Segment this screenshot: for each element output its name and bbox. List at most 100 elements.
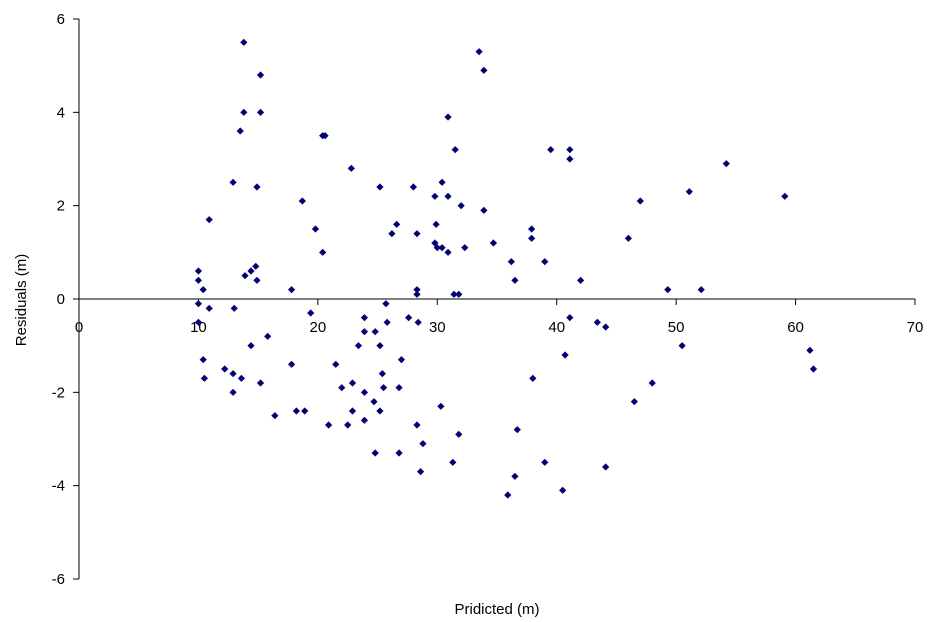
y-tick-label: -6	[52, 571, 65, 588]
x-axis-title: Pridicted (m)	[454, 601, 539, 618]
data-point	[806, 346, 814, 354]
data-point	[256, 108, 265, 116]
data-point	[413, 421, 421, 429]
data-point	[241, 272, 249, 280]
data-point	[264, 332, 272, 340]
data-point	[602, 323, 610, 331]
data-point	[566, 146, 574, 154]
data-point	[240, 108, 248, 116]
data-point	[444, 248, 452, 256]
y-axis-title: Residuals (m)	[13, 254, 30, 347]
data-point	[376, 342, 384, 350]
data-point	[205, 216, 213, 224]
data-point	[256, 71, 265, 79]
data-point	[504, 491, 512, 499]
data-point	[437, 402, 445, 410]
data-point	[205, 304, 213, 312]
data-point	[541, 458, 549, 466]
data-point	[348, 379, 357, 387]
data-point	[319, 248, 327, 256]
data-point	[528, 225, 536, 233]
data-point	[685, 188, 693, 196]
data-point	[457, 202, 465, 210]
data-point	[781, 192, 789, 200]
data-point	[561, 351, 569, 359]
data-point	[253, 183, 261, 191]
data-point	[332, 360, 340, 368]
data-point	[636, 197, 644, 205]
data-point	[370, 398, 378, 406]
y-axis: -6 -4 -2 0 2 4 6	[52, 11, 80, 588]
y-tick-label: 6	[57, 11, 65, 28]
data-point	[475, 48, 483, 56]
data-point	[344, 421, 352, 429]
data-point	[450, 290, 458, 298]
data-point	[298, 197, 306, 205]
data-point	[307, 309, 315, 317]
data-point	[414, 318, 422, 326]
data-point	[388, 230, 396, 238]
data-point	[577, 276, 585, 284]
data-point	[507, 258, 515, 266]
data-point	[237, 374, 246, 382]
data-point	[409, 183, 417, 191]
data-point	[199, 356, 207, 364]
data-point	[292, 407, 300, 415]
data-point	[602, 463, 610, 471]
data-point	[489, 239, 498, 247]
data-point	[229, 388, 237, 396]
data-point	[240, 38, 248, 46]
data-point	[451, 146, 459, 154]
data-point	[419, 440, 427, 448]
data-point	[378, 370, 386, 378]
data-point	[376, 407, 384, 415]
data-point	[444, 113, 452, 121]
data-point	[416, 468, 425, 476]
y-tick-label: -2	[52, 384, 65, 401]
data-point	[199, 286, 207, 294]
data-point	[221, 365, 229, 373]
data-point	[431, 192, 439, 200]
x-tick-label: 10	[190, 319, 207, 336]
data-point	[383, 318, 391, 326]
data-point	[287, 286, 296, 294]
data-point	[338, 384, 346, 392]
data-point	[247, 267, 255, 275]
data-point	[697, 286, 705, 294]
data-point	[413, 290, 421, 298]
data-point	[321, 132, 329, 140]
data-point	[194, 318, 203, 326]
data-point	[200, 374, 208, 382]
y-tick-label: 2	[57, 198, 65, 215]
data-point	[379, 384, 388, 392]
data-point	[405, 314, 413, 322]
data-point	[354, 342, 363, 350]
data-point	[455, 290, 463, 298]
data-point	[371, 328, 379, 336]
data-point	[433, 244, 441, 252]
data-point	[397, 356, 406, 364]
data-point	[347, 164, 355, 172]
data-point	[566, 155, 574, 163]
data-point	[624, 234, 632, 242]
data-point	[722, 160, 730, 168]
data-point	[229, 370, 237, 378]
data-point	[566, 314, 574, 322]
y-tick-label: 0	[57, 291, 65, 308]
data-point	[194, 267, 203, 275]
data-point	[271, 412, 279, 420]
data-point	[593, 318, 601, 326]
data-point	[541, 258, 549, 266]
data-point	[252, 262, 260, 270]
data-point	[301, 407, 309, 415]
data-point	[438, 244, 446, 252]
data-point	[360, 328, 369, 336]
x-tick-label: 50	[668, 319, 685, 336]
data-point	[360, 388, 369, 396]
data-point	[511, 276, 519, 284]
y-tick-label: 4	[57, 104, 65, 121]
data-point	[449, 458, 457, 466]
data-point	[528, 234, 536, 242]
data-point	[432, 220, 440, 228]
